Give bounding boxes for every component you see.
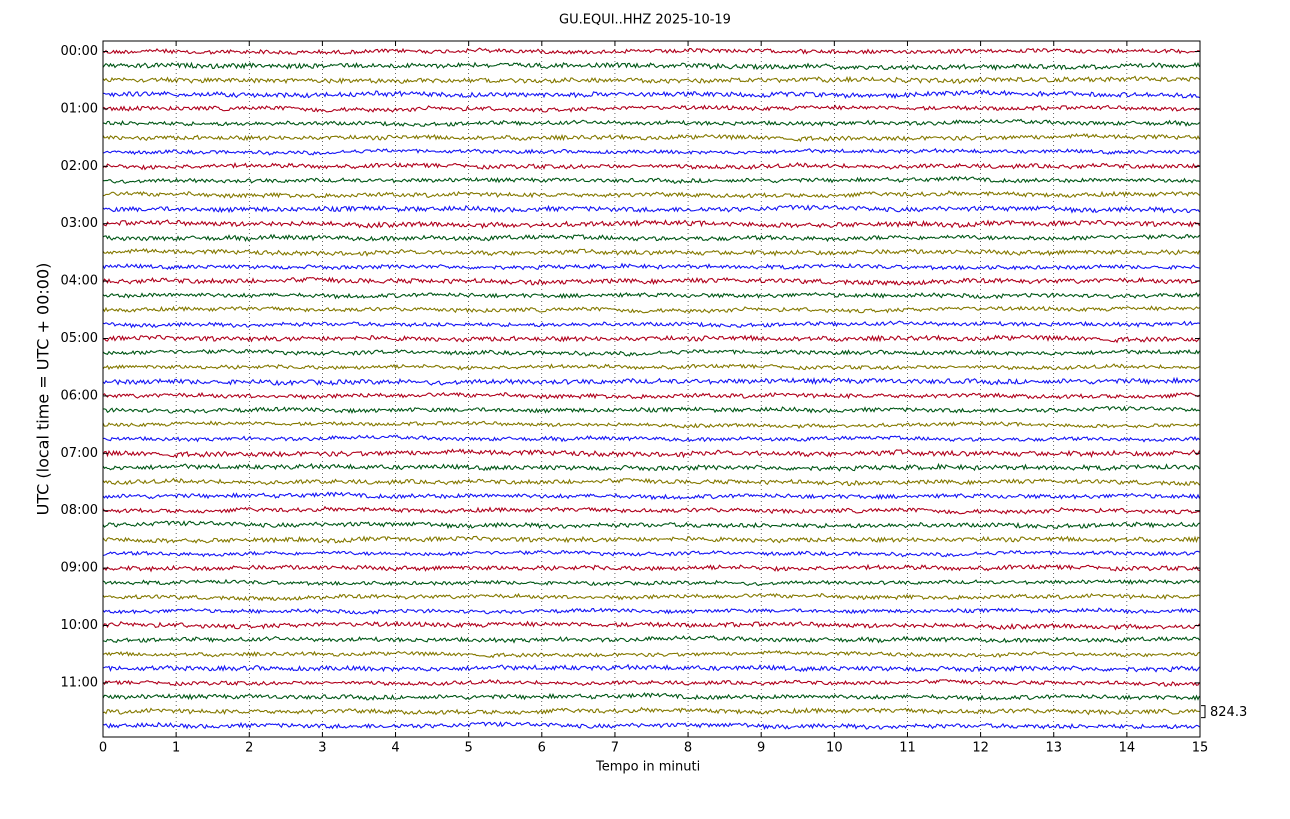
trace bbox=[102, 104, 1200, 113]
x-tick-label: 11 bbox=[899, 741, 916, 756]
trace bbox=[102, 334, 1200, 344]
y-axis-label: UTC (local time = UTC + 00:00) bbox=[34, 263, 53, 516]
trace bbox=[102, 75, 1200, 85]
x-axis-label: Tempo in minuti bbox=[595, 760, 700, 775]
trace bbox=[102, 434, 1200, 443]
y-tick-label: 07:00 bbox=[61, 446, 98, 461]
x-tick-label: 1 bbox=[172, 741, 180, 756]
y-tick-label: 03:00 bbox=[61, 216, 98, 231]
y-tick-label: 10:00 bbox=[61, 618, 98, 633]
trace bbox=[102, 47, 1200, 56]
y-tick-label: 09:00 bbox=[61, 561, 98, 576]
x-tick-label: 5 bbox=[465, 741, 473, 756]
trace bbox=[102, 89, 1200, 100]
trace bbox=[102, 678, 1200, 687]
trace bbox=[102, 233, 1200, 243]
trace bbox=[102, 204, 1200, 214]
trace bbox=[102, 520, 1200, 530]
plot-frame bbox=[102, 40, 1201, 738]
trace bbox=[102, 491, 1201, 501]
trace bbox=[102, 549, 1200, 558]
trace bbox=[103, 175, 1200, 184]
x-tick-label: 2 bbox=[245, 741, 253, 756]
trace bbox=[102, 248, 1201, 257]
trace bbox=[102, 692, 1201, 702]
trace bbox=[102, 291, 1200, 300]
trace bbox=[102, 535, 1200, 544]
y-tick-label: 11:00 bbox=[61, 675, 98, 690]
x-tick-label: 0 bbox=[99, 741, 107, 756]
trace bbox=[102, 505, 1200, 515]
x-tick-label: 8 bbox=[684, 741, 692, 756]
x-tick-label: 3 bbox=[318, 741, 326, 756]
trace bbox=[102, 363, 1200, 371]
x-tick-label: 12 bbox=[972, 741, 989, 756]
y-tick-label: 02:00 bbox=[61, 159, 98, 174]
x-tick-label: 15 bbox=[1192, 741, 1209, 756]
trace bbox=[102, 376, 1200, 387]
trace bbox=[102, 305, 1200, 314]
trace bbox=[102, 61, 1201, 71]
x-tick-label: 9 bbox=[757, 741, 765, 756]
trace bbox=[102, 262, 1200, 271]
x-tick-label: 10 bbox=[826, 741, 843, 756]
trace bbox=[102, 161, 1200, 171]
trace bbox=[102, 132, 1200, 143]
trace bbox=[102, 620, 1200, 631]
traces bbox=[102, 47, 1201, 730]
trace bbox=[102, 563, 1200, 573]
trace bbox=[102, 477, 1200, 487]
scale-label: 824.3 bbox=[1210, 705, 1247, 720]
x-tick-label: 14 bbox=[1119, 741, 1136, 756]
trace bbox=[102, 147, 1200, 156]
trace bbox=[102, 607, 1200, 615]
trace bbox=[102, 635, 1200, 644]
trace bbox=[102, 420, 1200, 430]
trace bbox=[102, 462, 1200, 472]
y-tick-label: 08:00 bbox=[61, 503, 98, 518]
trace bbox=[102, 578, 1200, 587]
y-tick-label: 00:00 bbox=[61, 44, 98, 59]
trace bbox=[102, 320, 1200, 329]
scale-bar bbox=[1201, 705, 1206, 719]
trace bbox=[102, 592, 1200, 602]
chart-title: GU.EQUI..HHZ 2025-10-19 bbox=[559, 13, 731, 28]
y-tick-label: 01:00 bbox=[61, 101, 98, 116]
y-tick-label: 05:00 bbox=[61, 331, 98, 346]
trace bbox=[102, 706, 1200, 716]
trace bbox=[102, 276, 1200, 287]
trace bbox=[102, 348, 1200, 357]
trace bbox=[102, 118, 1200, 128]
x-tick-label: 6 bbox=[538, 741, 546, 756]
x-tick-label: 13 bbox=[1045, 741, 1062, 756]
trace bbox=[102, 391, 1200, 400]
x-tick-label: 7 bbox=[611, 741, 619, 756]
y-tick-label: 06:00 bbox=[61, 388, 98, 403]
trace bbox=[102, 663, 1200, 673]
x-tick-label: 4 bbox=[391, 741, 399, 756]
trace bbox=[102, 721, 1200, 730]
y-tick-label: 04:00 bbox=[61, 274, 98, 289]
trace bbox=[102, 650, 1200, 659]
trace bbox=[102, 448, 1201, 459]
trace bbox=[102, 405, 1200, 414]
trace bbox=[102, 219, 1200, 230]
trace bbox=[102, 189, 1200, 199]
